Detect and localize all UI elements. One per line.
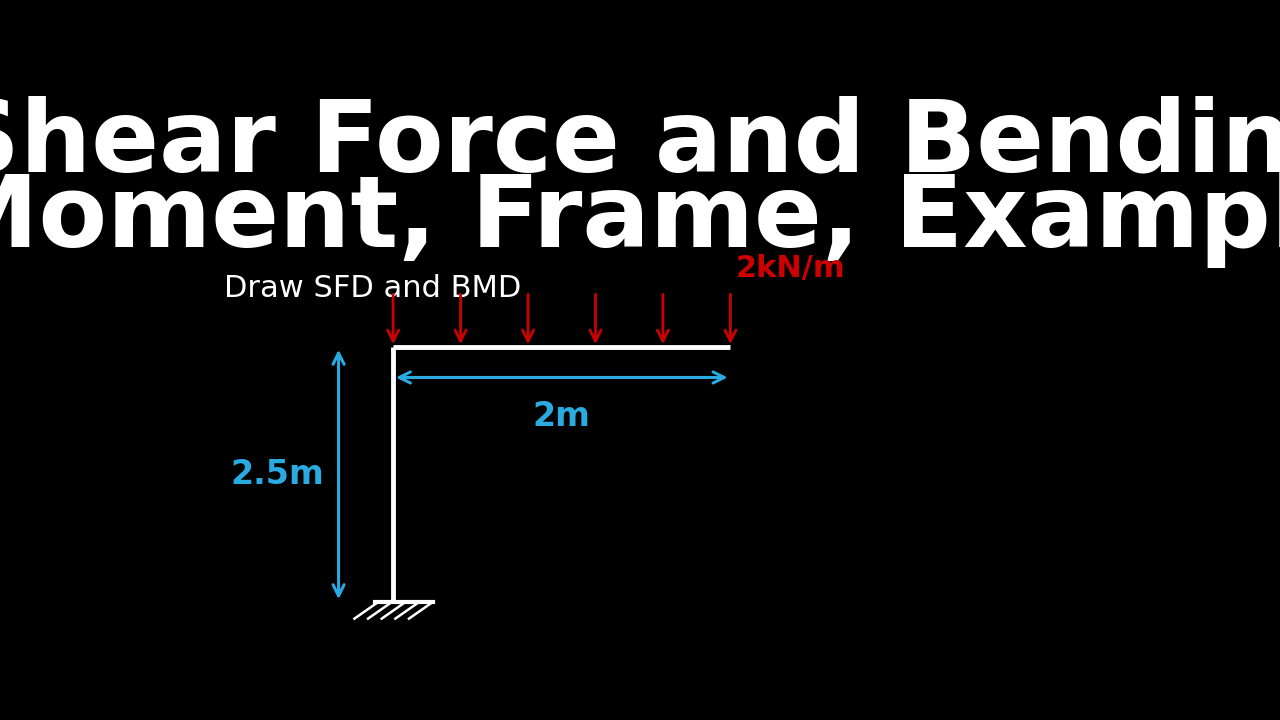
Text: Shear Force and Bending: Shear Force and Bending (0, 96, 1280, 194)
Text: 2m: 2m (532, 400, 590, 433)
Text: 2.5m: 2.5m (230, 458, 324, 491)
Text: Draw SFD and BMD: Draw SFD and BMD (224, 274, 522, 303)
Text: Moment, Frame, Example: Moment, Frame, Example (0, 171, 1280, 268)
Text: 2kN/m: 2kN/m (735, 254, 845, 283)
